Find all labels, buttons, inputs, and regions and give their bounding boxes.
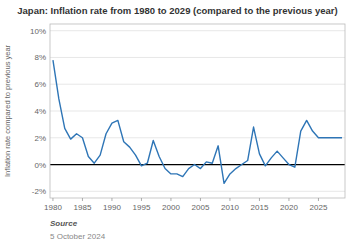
x-tick-label: 2000: [162, 203, 180, 212]
chart: Japan: Inflation rate from 1980 to 2029 …: [0, 0, 355, 252]
title: Japan: Inflation rate from 1980 to 2029 …: [17, 5, 337, 16]
x-tick: [82, 198, 83, 201]
x-tick-label: 1985: [74, 203, 92, 212]
x-tick-label: 1990: [103, 203, 121, 212]
x-tick-label: 2025: [310, 203, 328, 212]
grid-line: [50, 57, 345, 58]
y-tick-label: 6%: [34, 80, 46, 89]
x-tick-label: 2010: [221, 203, 239, 212]
y-axis-label: Inflation rate compared to previous year: [3, 44, 12, 177]
x-tick: [229, 198, 230, 201]
y-tick-label: 10%: [30, 27, 46, 36]
grid: [50, 31, 345, 192]
grid-line: [50, 137, 345, 138]
line: [53, 60, 342, 183]
x-tick-label: 2005: [192, 203, 210, 212]
grid-line: [50, 30, 345, 31]
x-tick-label: 2015: [251, 203, 269, 212]
y-tick-label: 8%: [34, 53, 46, 62]
plot-area: [53, 60, 342, 183]
y-tick-label: 0%: [34, 161, 46, 170]
y-tick-label: 2%: [34, 134, 46, 143]
annotation: Source: [50, 219, 78, 228]
x-tick: [259, 198, 260, 201]
x-tick-label: 2020: [280, 203, 298, 212]
zero-line: [50, 164, 345, 165]
x-tick: [111, 198, 112, 201]
x-tick: [318, 198, 319, 201]
y-tick-label: 4%: [34, 107, 46, 116]
x-tick: [52, 198, 53, 201]
plot-frame: [50, 24, 345, 198]
x-tick: [288, 198, 289, 201]
x-tick: [170, 198, 171, 201]
x-tick-label: 1980: [44, 203, 62, 212]
annotation: 5 October 2024: [50, 232, 106, 241]
x-tick-label: 1995: [133, 203, 151, 212]
grid-line: [50, 111, 345, 112]
x-tick: [200, 198, 201, 201]
x-tick: [141, 198, 142, 201]
grid-line: [50, 191, 345, 192]
y-tick-label: -2%: [32, 187, 46, 196]
grid-line: [50, 84, 345, 85]
